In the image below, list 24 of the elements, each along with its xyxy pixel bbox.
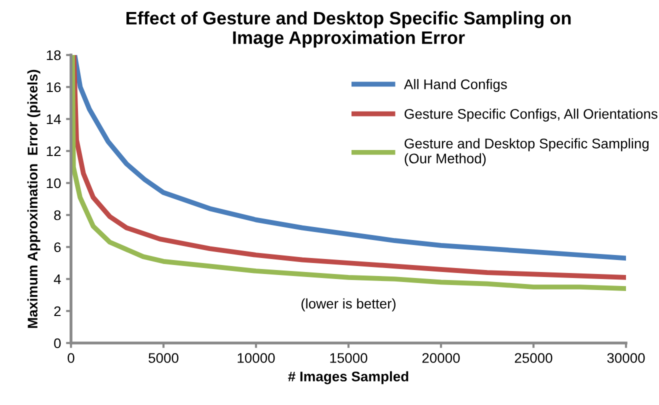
y-tick-label: 8 — [54, 210, 61, 220]
x-tick-label: 0 — [68, 353, 74, 363]
y-tick-label: 6 — [54, 242, 61, 252]
legend-label: All Hand Configs — [404, 79, 507, 92]
x-axis-title: # Images Sampled — [288, 371, 408, 384]
x-tick-label: 15000 — [330, 353, 368, 363]
legend-label: Gesture Specific Configs, All Orientations — [404, 108, 658, 122]
y-tick-label: 2 — [54, 306, 61, 316]
y-tick-label: 0 — [54, 338, 61, 348]
x-tick-label: 5000 — [148, 353, 178, 363]
x-tick-label: 10000 — [238, 353, 275, 363]
annotation: (lower is better) — [302, 298, 396, 312]
y-tick-label: 18 — [46, 50, 61, 60]
chart-title: Effect of Gesture and Desktop Specific Sampling on Image Approximation Error — [126, 11, 571, 48]
y-tick-label: 10 — [46, 178, 61, 188]
y-tick-label: 4 — [54, 274, 61, 284]
legend-label: Gesture and Desktop Specific Sampling (Our Method) — [404, 138, 649, 166]
y-axis-title: Maximum Approximation Error (pixels) — [27, 70, 40, 328]
y-tick-label: 16 — [46, 82, 61, 92]
y-tick-label: 12 — [46, 146, 61, 156]
x-tick-label: 20000 — [422, 353, 460, 363]
y-tick-label: 14 — [46, 114, 61, 124]
x-tick-label: 30000 — [607, 353, 645, 363]
x-tick-label: 25000 — [514, 353, 552, 363]
